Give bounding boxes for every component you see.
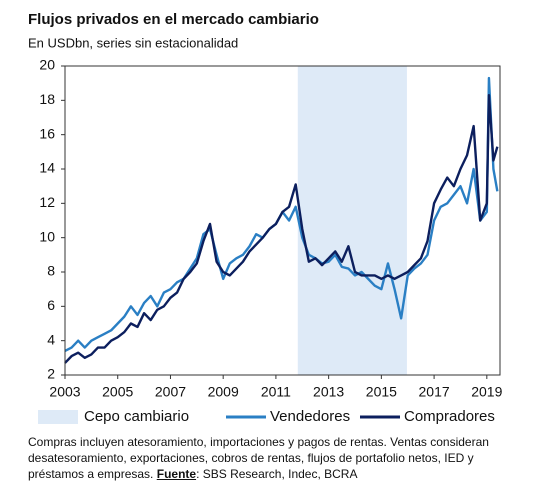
shade-band [297, 66, 407, 375]
source: : SBS Research, Indec, BCRA [196, 467, 358, 481]
source-label: Fuente [156, 467, 197, 481]
legend-label: Compradores [404, 408, 495, 425]
chart-subtitle: En USDbn, series sin estacionalidad [28, 35, 238, 50]
chart-title: Flujos privados en el mercado cambiario [28, 11, 319, 28]
x-tick-label: 2009 [208, 384, 239, 400]
plot-frame [64, 65, 501, 376]
y-tick-label: 20 [39, 57, 55, 73]
y-tick-label: 14 [39, 160, 55, 176]
x-tick-label: 2005 [102, 384, 133, 400]
y-tick-label: 16 [39, 125, 55, 141]
x-tick-label: 2019 [471, 384, 502, 400]
y-tick-label: 10 [39, 228, 55, 244]
x-tick-label: 2003 [49, 384, 80, 400]
y-tick-label: 12 [39, 194, 55, 210]
footnote: Compras incluyen atesoramiento, importac… [28, 434, 528, 482]
x-tick-label: 2007 [155, 384, 186, 400]
series-line [64, 76, 499, 353]
series-line [64, 93, 499, 364]
y-tick-label: 8 [47, 263, 55, 279]
legend-label: Vendedores [270, 408, 350, 425]
x-tick-label: 2011 [261, 384, 291, 400]
legend-label: Cepo cambiario [84, 408, 189, 425]
y-tick-label: 4 [47, 331, 55, 347]
note: Compras incluyen atesoramiento, importac… [28, 435, 489, 481]
y-tick-label: 18 [39, 91, 55, 107]
legend-swatch [38, 410, 78, 424]
x-tick-label: 2017 [419, 384, 450, 400]
y-tick-label: 2 [47, 366, 55, 382]
y-tick-label: 6 [47, 297, 55, 313]
chart: Flujos privados en el mercado cambiario … [28, 11, 503, 425]
x-tick-label: 2015 [366, 384, 397, 400]
x-tick-label: 2013 [313, 384, 344, 400]
